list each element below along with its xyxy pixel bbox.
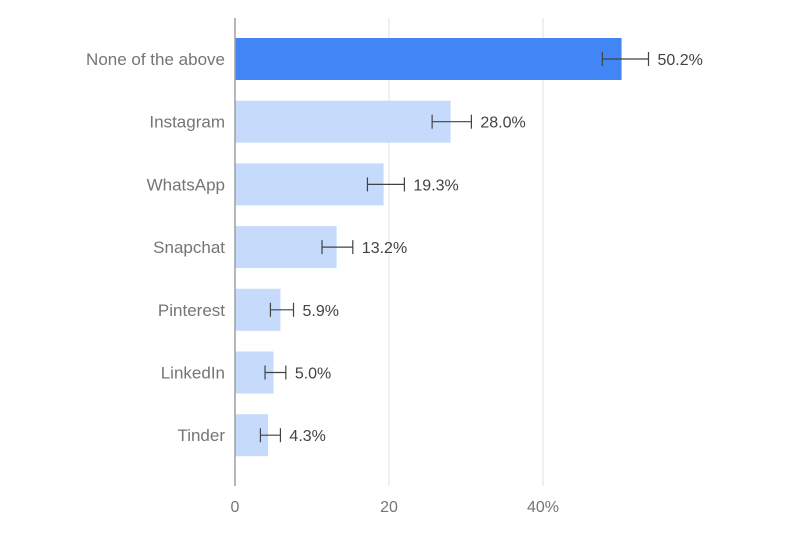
x-tick-label: 0 [231,499,240,516]
category-label: LinkedIn [161,364,225,383]
data-label: 5.9% [303,303,339,320]
category-label: Instagram [149,113,225,132]
data-label: 19.3% [413,177,458,194]
bar[interactable] [235,163,384,206]
bar-layer [235,38,622,457]
x-tick-label: 20 [380,499,398,516]
error-bar [264,365,287,380]
category-label: Tinder [177,426,225,445]
error-bar [259,428,282,443]
grid-layer [388,18,544,486]
bar[interactable] [235,226,337,269]
x-tick-label: 40% [527,499,559,516]
category-label: Snapchat [153,238,225,257]
data-label: 13.2% [362,240,407,257]
error-bar [366,177,405,192]
error-bar [431,114,472,129]
bar[interactable] [235,38,622,80]
category-label: None of the above [86,50,225,69]
data-label: 28.0% [480,115,525,132]
error-bar [269,302,295,317]
data-label: 4.3% [289,428,325,445]
data-label: 5.0% [295,366,331,383]
category-label: Pinterest [158,301,225,320]
error-bar [601,52,650,66]
error-bar [321,240,354,255]
label-layer: 0 20 40% None of the above 50.2% Instagram 28.… [86,50,703,516]
data-label: 50.2% [657,52,702,69]
category-label: WhatsApp [147,175,225,194]
bar[interactable] [235,100,451,143]
error-bar-layer [259,52,650,443]
